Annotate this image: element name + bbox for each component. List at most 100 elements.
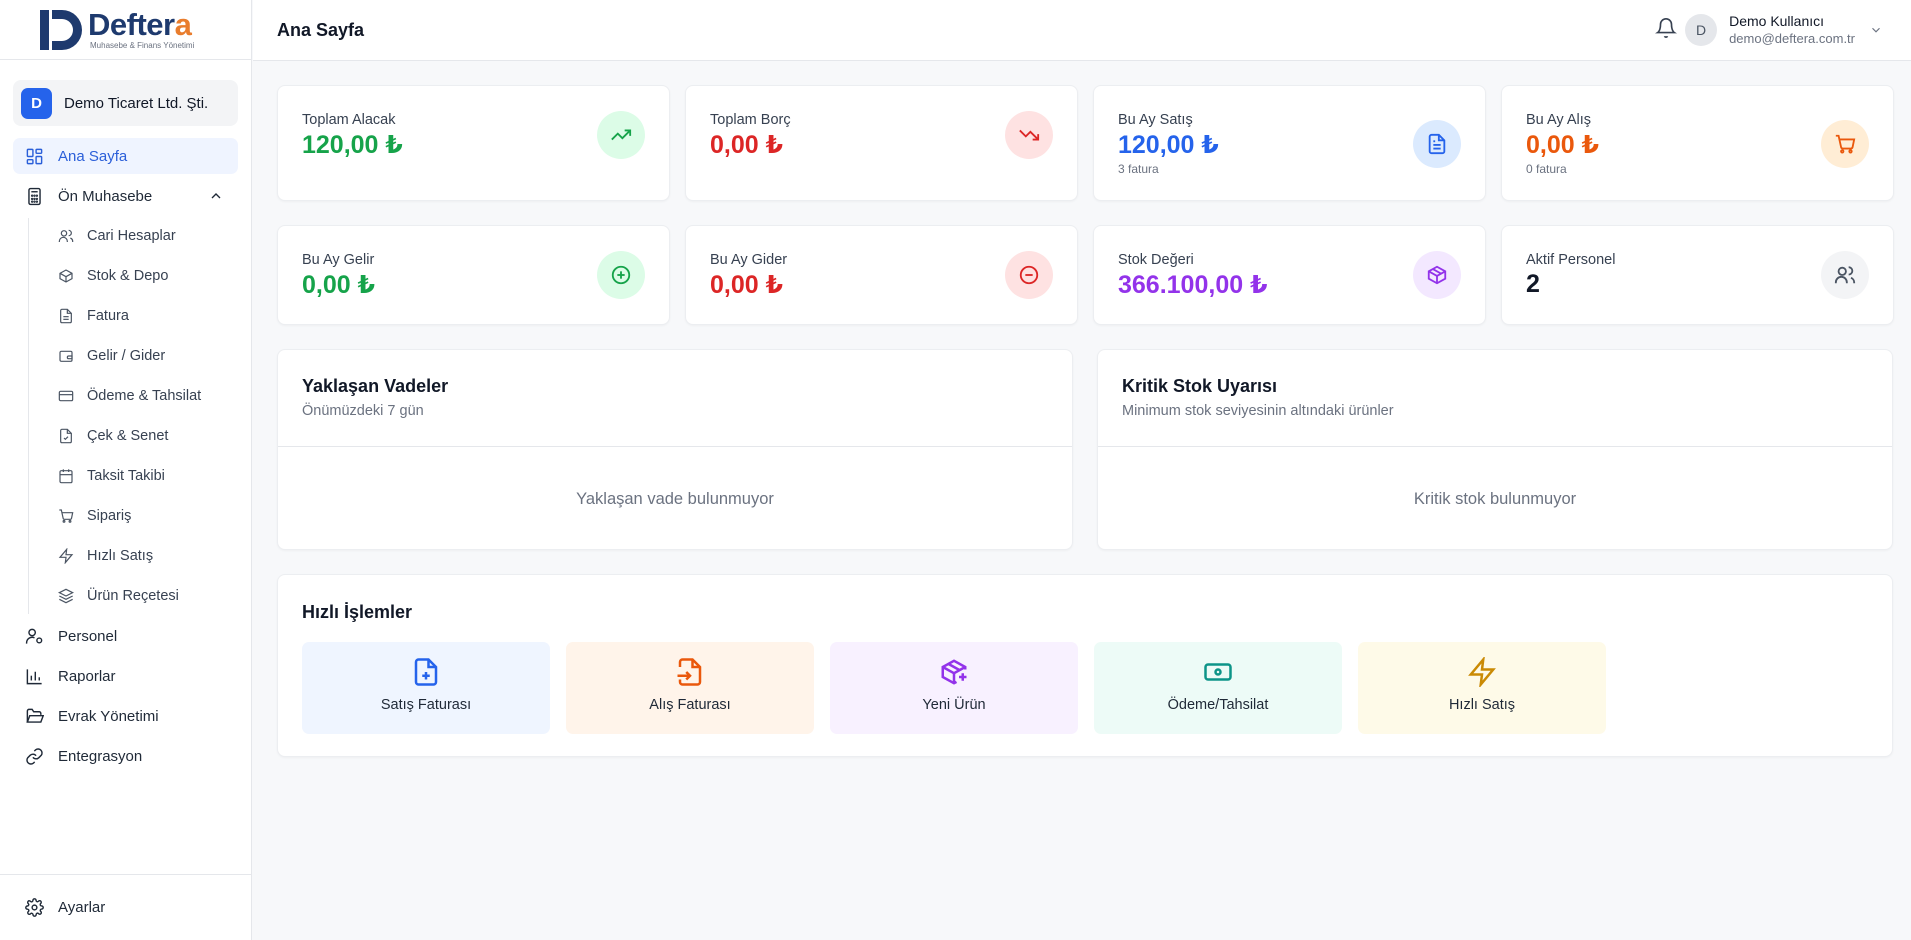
zap-icon <box>1468 657 1496 687</box>
stat-label: Bu Ay Gider <box>710 252 788 268</box>
folder-open-icon <box>26 708 44 723</box>
sidebar-item-label: Cari Hesaplar <box>87 228 176 244</box>
sidebar-item-label: Ürün Reçetesi <box>87 588 179 604</box>
cart-icon <box>59 509 74 523</box>
stat-value: 366.100,00 ₺ <box>1118 271 1268 299</box>
company-avatar: D <box>21 87 52 119</box>
layers-icon <box>58 588 74 604</box>
stat-label: Aktif Personel <box>1526 252 1616 268</box>
page-title: Ana Sayfa <box>277 19 365 40</box>
plus-circle-icon <box>597 251 645 299</box>
company-switcher[interactable]: D Demo Ticaret Ltd. Şti. <box>13 80 238 126</box>
stat-card-monthly-purchases: Bu Ay Alış 0,00 ₺ 0 fatura <box>1501 85 1894 201</box>
topbar: Ana Sayfa D Demo Kullanıcı demo@deftera.… <box>253 0 1911 61</box>
sidebar-item-cheques[interactable]: Çek & Senet <box>29 418 251 454</box>
pre-accounting-submenu: Cari Hesaplar Stok & Depo Fatura Gelir /… <box>28 218 251 614</box>
stat-label: Toplam Borç <box>710 112 791 128</box>
sidebar-item-reports[interactable]: Raporlar <box>13 658 238 694</box>
stat-card-monthly-expense: Bu Ay Gider 0,00 ₺ <box>685 225 1078 325</box>
quick-action-label: Yeni Ürün <box>922 697 986 713</box>
trending-down-icon <box>1005 111 1053 159</box>
stat-card-stock-value: Stok Değeri 366.100,00 ₺ <box>1093 225 1486 325</box>
sidebar-item-label: Stok & Depo <box>87 268 169 284</box>
zap-icon <box>58 548 74 564</box>
gear-icon <box>25 898 44 917</box>
sidebar-item-income-expense[interactable]: Gelir / Gider <box>29 338 251 374</box>
quick-action-quick-sale[interactable]: Hızlı Satış <box>1358 642 1606 734</box>
sidebar-item-accounts[interactable]: Cari Hesaplar <box>29 218 251 254</box>
sidebar-item-label: Taksit Takibi <box>87 468 165 484</box>
quick-actions-panel: Hızlı İşlemler Satış Faturası Alış Fatur… <box>277 574 1893 757</box>
sidebar-item-label: Entegrasyon <box>58 747 143 765</box>
sidebar-item-quick-sale[interactable]: Hızlı Satış <box>29 538 251 574</box>
stat-card-total-receivable: Toplam Alacak 120,00 ₺ <box>277 85 670 201</box>
sidebar-item-settings[interactable]: Ayarlar <box>13 890 238 926</box>
sidebar-item-label: Fatura <box>87 308 129 324</box>
quick-action-label: Satış Faturası <box>380 697 472 713</box>
stat-sub: 3 fatura <box>1118 162 1159 176</box>
banknote-icon <box>1204 663 1232 681</box>
sidebar-item-pre-accounting[interactable]: Ön Muhasebe <box>13 178 238 214</box>
stat-card-monthly-sales: Bu Ay Satış 120,00 ₺ 3 fatura <box>1093 85 1486 201</box>
sidebar-item-integration[interactable]: Entegrasyon <box>13 738 238 774</box>
panel-subtitle: Önümüzdeki 7 gün <box>302 403 424 419</box>
minus-circle-icon <box>1005 251 1053 299</box>
wallet-icon <box>59 350 73 362</box>
stat-value: 0,00 ₺ <box>710 271 783 299</box>
empty-state: Yaklaşan vade bulunmuyor <box>576 490 774 508</box>
quick-action-label: Hızlı Satış <box>1448 697 1516 713</box>
divider <box>1098 446 1892 447</box>
quick-action-new-product[interactable]: Yeni Ürün <box>830 642 1078 734</box>
avatar: D <box>1685 13 1718 46</box>
divider <box>278 446 1072 447</box>
quick-action-label: Ödeme/Tahsilat <box>1167 697 1269 713</box>
quick-action-payment[interactable]: Ödeme/Tahsilat <box>1094 642 1342 734</box>
sidebar-item-label: Ödeme & Tahsilat <box>87 388 202 404</box>
sidebar-item-stock[interactable]: Stok & Depo <box>29 258 251 294</box>
stat-value: 0,00 ₺ <box>710 131 783 159</box>
stat-sub: 0 fatura <box>1526 162 1567 176</box>
user-name: Demo Kullanıcı <box>1729 13 1825 29</box>
stat-card-active-personnel: Aktif Personel 2 <box>1501 225 1894 325</box>
stat-value: 120,00 ₺ <box>302 131 403 159</box>
logo[interactable]: Deftera Muhasebe & Finans Yönetimi <box>0 0 251 60</box>
package-icon <box>1413 251 1461 299</box>
brand-tagline: Muhasebe & Finans Yönetimi <box>90 40 195 50</box>
sidebar-item-invoice[interactable]: Fatura <box>29 298 251 334</box>
sidebar-footer: Ayarlar <box>0 874 251 940</box>
stat-value: 2 <box>1526 270 1540 298</box>
bar-chart-icon <box>26 668 42 684</box>
bell-icon[interactable] <box>1655 17 1677 39</box>
sidebar-item-label: Sipariş <box>87 508 132 524</box>
user-menu[interactable]: D Demo Kullanıcı demo@deftera.com.tr <box>1685 13 1883 46</box>
user-cog-icon <box>25 628 43 644</box>
deftera-logo-icon <box>40 9 82 50</box>
sidebar-item-home[interactable]: Ana Sayfa <box>13 138 238 174</box>
quick-action-purchase-invoice[interactable]: Alış Faturası <box>566 642 814 734</box>
sidebar-item-personnel[interactable]: Personel <box>13 618 238 654</box>
sidebar-item-label: Personel <box>58 627 118 645</box>
link-icon <box>26 747 43 765</box>
credit-card-icon <box>58 390 74 402</box>
sidebar-item-label: Ana Sayfa <box>58 147 128 165</box>
stat-label: Toplam Alacak <box>302 112 396 128</box>
file-plus-icon <box>414 658 438 686</box>
sidebar: Deftera Muhasebe & Finans Yönetimi D Dem… <box>0 0 252 940</box>
panel-title: Hızlı İşlemler <box>302 602 413 622</box>
file-import-icon <box>677 658 702 686</box>
quick-action-sales-invoice[interactable]: Satış Faturası <box>302 642 550 734</box>
company-name: Demo Ticaret Ltd. Şti. <box>64 94 209 112</box>
sidebar-item-label: Evrak Yönetimi <box>58 707 159 725</box>
sidebar-item-recipes[interactable]: Ürün Reçetesi <box>29 578 251 614</box>
stat-label: Bu Ay Gelir <box>302 252 375 268</box>
sidebar-item-label: Çek & Senet <box>87 428 169 444</box>
sidebar-item-payments[interactable]: Ödeme & Tahsilat <box>29 378 251 414</box>
stat-value: 0,00 ₺ <box>302 271 375 299</box>
chevron-up-icon <box>211 193 221 199</box>
sidebar-item-installments[interactable]: Taksit Takibi <box>29 458 251 494</box>
quick-action-label: Alış Faturası <box>649 697 731 713</box>
sidebar-item-documents[interactable]: Evrak Yönetimi <box>13 698 238 734</box>
sidebar-item-orders[interactable]: Sipariş <box>29 498 251 534</box>
brand-name: Deftera <box>88 6 192 42</box>
file-check-icon <box>60 428 72 444</box>
